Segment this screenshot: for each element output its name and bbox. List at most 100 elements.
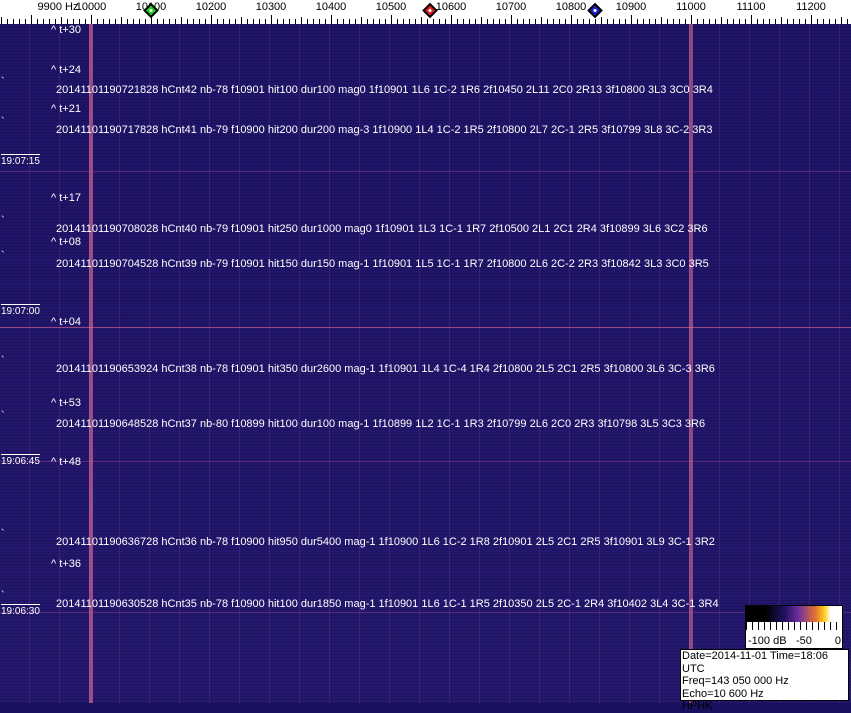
axis-tick xyxy=(835,19,836,24)
axis-tick xyxy=(133,19,134,24)
axis-tick xyxy=(505,19,506,24)
axis-tick xyxy=(649,19,650,24)
horizontal-line xyxy=(0,612,851,613)
waterfall-display[interactable]: ^ t+24 20141101190721828 hCnt42 nb-78 f10… xyxy=(0,24,851,703)
axis-tick xyxy=(619,19,620,24)
axis-tick xyxy=(751,15,752,24)
axis-tick xyxy=(223,19,224,24)
detection-log-line: 20141101190721828 hCnt42 nb-78 f10901 hi… xyxy=(56,84,713,96)
axis-tick xyxy=(469,19,470,24)
axis-tick xyxy=(805,19,806,24)
axis-tick xyxy=(343,19,344,24)
axis-tick xyxy=(529,19,530,24)
axis-tick xyxy=(73,19,74,24)
time-label: 19:07:00 xyxy=(1,304,40,317)
time-offset-marker: ^ t+17 xyxy=(51,192,81,204)
axis-tick xyxy=(631,15,632,24)
axis-tick xyxy=(49,19,50,24)
axis-tick xyxy=(739,19,740,24)
axis-tick xyxy=(217,19,218,24)
axis-tick xyxy=(847,19,848,24)
axis-tick xyxy=(787,19,788,24)
axis-tick xyxy=(271,15,272,24)
axis-tick xyxy=(169,19,170,24)
blue-marker-icon[interactable] xyxy=(587,2,603,19)
detection-log-line: 20141101190653924 hCnt38 nb-78 f10901 hi… xyxy=(56,363,715,375)
axis-tick xyxy=(433,19,434,24)
axis-tick xyxy=(517,19,518,24)
axis-tick xyxy=(247,19,248,24)
axis-tick xyxy=(127,19,128,24)
axis-tick xyxy=(187,19,188,24)
axis-tick xyxy=(511,15,512,24)
axis-tick xyxy=(841,17,842,24)
detection-log-line: 20141101190636728 hCnt36 nb-78 f10900 hi… xyxy=(56,536,715,548)
axis-tick-label: 11100 xyxy=(736,1,766,13)
axis-tick xyxy=(769,19,770,24)
axis-tick xyxy=(601,17,602,24)
axis-tick xyxy=(685,19,686,24)
axis-tick xyxy=(727,19,728,24)
info-box: Date=2014-11-01 Time=18:06 UTC Freq=143 … xyxy=(680,649,849,712)
axis-tick xyxy=(55,19,56,24)
axis-tick xyxy=(229,19,230,24)
tick-mark: ` xyxy=(1,355,5,367)
time-offset-marker: ^ t+48 xyxy=(51,456,81,468)
axis-tick xyxy=(145,19,146,24)
axis-tick-label: 10800 xyxy=(555,1,587,13)
axis-tick xyxy=(661,17,662,24)
axis-tick xyxy=(349,19,350,24)
axis-tick xyxy=(427,19,428,24)
axis-tick xyxy=(235,19,236,24)
detection-log-line: 20141101190717828 hCnt41 nb-79 f10900 hi… xyxy=(56,124,713,136)
info-station: HPHK xyxy=(682,700,713,712)
axis-tick-label: 11000 xyxy=(676,1,706,13)
detection-log-line: 20141101190648528 hCnt37 nb-80 f10899 hi… xyxy=(56,418,706,430)
time-offset-marker: ^ t+04 xyxy=(51,316,81,328)
axis-tick xyxy=(703,19,704,24)
axis-tick xyxy=(757,19,758,24)
axis-tick xyxy=(715,19,716,24)
info-date: Date=2014-11-01 Time=18:06 UTC xyxy=(682,650,828,675)
axis-tick xyxy=(367,19,368,24)
time-offset-marker: ^ t+24 xyxy=(51,64,81,76)
time-label: 19:06:45 xyxy=(1,454,40,467)
axis-tick xyxy=(109,19,110,24)
axis-tick xyxy=(823,19,824,24)
axis-tick xyxy=(481,17,482,24)
axis-tick xyxy=(43,19,44,24)
axis-unit-label: 9900 Hz xyxy=(37,1,79,13)
axis-tick xyxy=(307,19,308,24)
axis-tick xyxy=(157,19,158,24)
axis-tick xyxy=(709,19,710,24)
axis-tick xyxy=(451,15,452,24)
axis-tick xyxy=(691,15,692,24)
time-offset-marker: ^ t+36 xyxy=(51,558,81,570)
color-gradient xyxy=(746,606,842,622)
axis-tick xyxy=(325,19,326,24)
axis-tick xyxy=(565,19,566,24)
scale-ticks xyxy=(746,622,842,630)
axis-tick xyxy=(679,19,680,24)
axis-tick xyxy=(301,17,302,24)
axis-tick-label: 10300 xyxy=(255,1,287,13)
axis-tick xyxy=(355,19,356,24)
axis-tick-label: 10600 xyxy=(435,1,467,13)
axis-tick-label: 10400 xyxy=(315,1,347,13)
axis-tick xyxy=(313,19,314,24)
axis-tick xyxy=(607,19,608,24)
axis-tick-label: 10000 xyxy=(75,1,107,13)
axis-tick xyxy=(571,15,572,24)
axis-tick xyxy=(637,19,638,24)
axis-tick xyxy=(37,19,38,24)
time-offset-marker: ^ t+30 xyxy=(51,24,81,36)
axis-tick xyxy=(535,19,536,24)
axis-tick xyxy=(1,17,2,24)
axis-tick xyxy=(763,19,764,24)
axis-tick xyxy=(493,19,494,24)
horizontal-line xyxy=(0,171,851,172)
axis-tick xyxy=(91,15,92,24)
frequency-axis[interactable]: 9900 Hz 10000101001020010300104001050010… xyxy=(0,0,851,24)
axis-tick xyxy=(415,19,416,24)
time-offset-marker: ^ t+21 xyxy=(51,103,81,115)
